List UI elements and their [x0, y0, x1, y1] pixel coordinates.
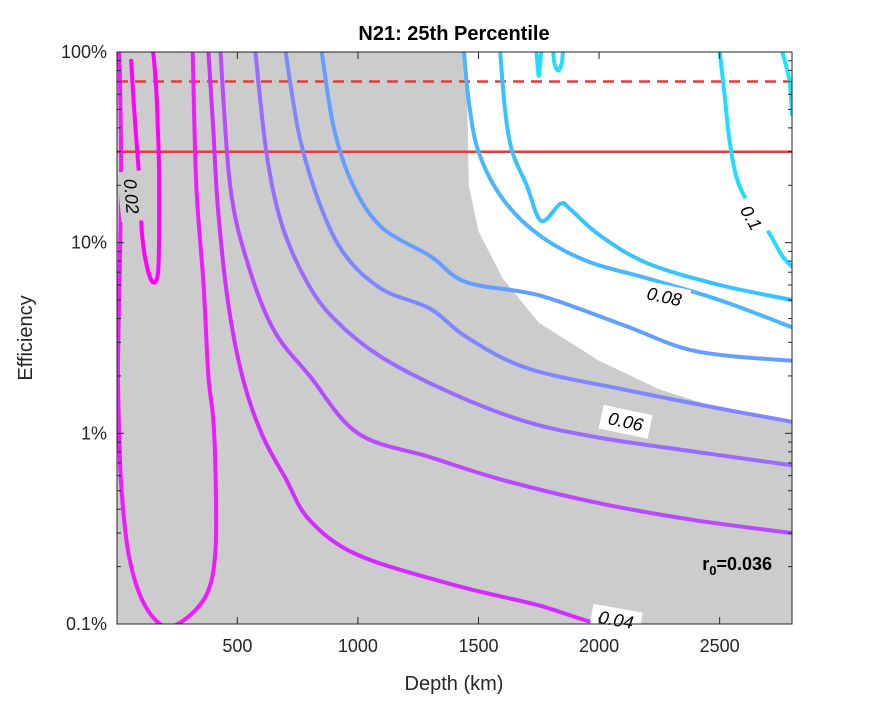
y-tick-label: 0.1% [66, 614, 107, 634]
contour-label-gap [589, 603, 643, 637]
contour-line-0.1 [551, 52, 565, 73]
x-tick-label: 2000 [579, 636, 619, 656]
x-tick-label: 2500 [700, 636, 740, 656]
contour-label-0.04: 0.04 [589, 603, 643, 637]
contour-line-0.02 [129, 52, 162, 285]
y-axis-label: Efficiency [15, 295, 37, 380]
contour-label-0.02: 0.02 [117, 170, 146, 223]
contour-label-0.08: 0.08 [637, 279, 692, 314]
contour-line-0.04 [218, 52, 792, 535]
contour-label-gap [637, 279, 692, 314]
contour-line-0.1 [717, 52, 792, 269]
chart-title: N21: 25th Percentile [358, 23, 549, 45]
x-tick-label: 1500 [458, 636, 498, 656]
contour-line-0.06 [283, 52, 792, 424]
contour-label-text: 0.02 [120, 178, 143, 215]
x-tick-label: 1000 [338, 636, 378, 656]
contour-line-0.08 [462, 52, 792, 330]
contour-line-0.1 [534, 52, 544, 78]
contour-label-gap [598, 404, 653, 439]
y-tick-label: 100% [61, 42, 107, 62]
contour-line-0.1 [498, 52, 792, 303]
contour-line-0.04 [206, 52, 609, 624]
x-tick-label: 500 [222, 636, 252, 656]
axes-box [116, 51, 793, 625]
y-tick-label: 1% [81, 423, 107, 443]
contour-label-gap [730, 194, 772, 241]
contour-line-0.06 [253, 52, 792, 468]
x-axis-label: Depth (km) [405, 673, 504, 695]
contour-line-0.08 [319, 52, 792, 363]
y-tick-label: 10% [71, 233, 107, 253]
contour-line-0.02 [117, 52, 219, 624]
contour-label-0.06: 0.06 [598, 404, 653, 439]
contour-label-gap [117, 170, 146, 223]
r0-annotation: r0=0.036 [702, 554, 772, 578]
